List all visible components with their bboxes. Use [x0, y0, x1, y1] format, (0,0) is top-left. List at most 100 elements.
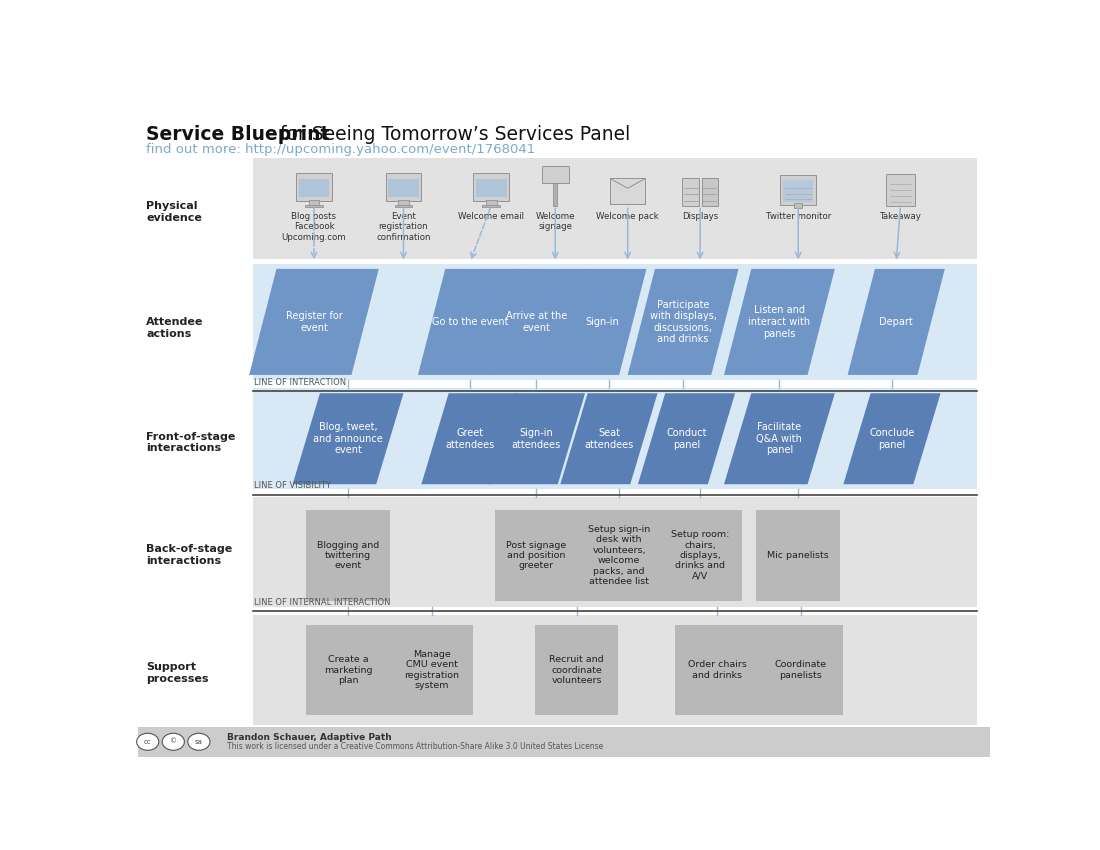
- Text: Listen and
interact with
panels: Listen and interact with panels: [748, 305, 811, 338]
- Text: Attendee
actions: Attendee actions: [146, 317, 204, 338]
- Text: Twitter monitor: Twitter monitor: [766, 212, 830, 221]
- Polygon shape: [848, 269, 945, 375]
- Polygon shape: [421, 394, 518, 484]
- Text: Brandon Schauer, Adaptive Path: Brandon Schauer, Adaptive Path: [227, 733, 392, 742]
- Text: Event
registration
confirmation: Event registration confirmation: [376, 212, 431, 241]
- Text: Setup room:
chairs,
displays,
drinks and
A/V: Setup room: chairs, displays, drinks and…: [671, 530, 729, 581]
- Text: for Seeing Tomorrow’s Services Panel: for Seeing Tomorrow’s Services Panel: [274, 125, 630, 144]
- Text: find out more: http://upcoming.yahoo.com/event/1768041: find out more: http://upcoming.yahoo.com…: [146, 143, 536, 156]
- Text: Welcome
signage: Welcome signage: [536, 212, 575, 231]
- FancyBboxPatch shape: [398, 201, 409, 207]
- Text: Greet
attendees: Greet attendees: [446, 428, 495, 450]
- Text: Support
processes: Support processes: [146, 662, 209, 683]
- Text: Sign-in: Sign-in: [585, 317, 619, 327]
- Text: Seat
attendees: Seat attendees: [584, 428, 634, 450]
- Text: LINE OF VISIBILITY: LINE OF VISIBILITY: [254, 481, 331, 490]
- Polygon shape: [844, 394, 940, 484]
- Text: Blog, tweet,
and announce
event: Blog, tweet, and announce event: [314, 422, 383, 456]
- Text: Blogging and
twittering
event: Blogging and twittering event: [317, 541, 379, 570]
- Text: Facilitate
Q&A with
panel: Facilitate Q&A with panel: [757, 422, 802, 456]
- Polygon shape: [724, 269, 835, 375]
- FancyBboxPatch shape: [305, 205, 323, 207]
- FancyBboxPatch shape: [299, 179, 329, 197]
- FancyBboxPatch shape: [296, 173, 332, 201]
- Text: Welcome pack: Welcome pack: [596, 212, 659, 221]
- Text: Sign-in
attendees: Sign-in attendees: [512, 428, 561, 450]
- Circle shape: [188, 734, 210, 751]
- Text: Back-of-stage
interactions: Back-of-stage interactions: [146, 544, 232, 566]
- Polygon shape: [638, 394, 735, 484]
- Text: Conduct
panel: Conduct panel: [667, 428, 707, 450]
- Text: Setup sign-in
desk with
volunteers,
welcome
packs, and
attendee list: Setup sign-in desk with volunteers, welc…: [588, 525, 650, 586]
- FancyBboxPatch shape: [473, 173, 509, 201]
- Polygon shape: [418, 269, 522, 375]
- FancyBboxPatch shape: [553, 182, 558, 207]
- Text: Depart: Depart: [879, 317, 913, 327]
- FancyBboxPatch shape: [535, 625, 618, 715]
- Polygon shape: [628, 269, 738, 375]
- FancyBboxPatch shape: [757, 510, 840, 601]
- FancyBboxPatch shape: [138, 727, 990, 756]
- FancyBboxPatch shape: [309, 201, 319, 207]
- FancyBboxPatch shape: [253, 157, 977, 259]
- Text: Create a
marketing
plan: Create a marketing plan: [323, 655, 372, 685]
- FancyBboxPatch shape: [675, 625, 759, 715]
- Text: Register for
event: Register for event: [286, 311, 342, 332]
- FancyBboxPatch shape: [887, 174, 915, 207]
- FancyBboxPatch shape: [306, 625, 389, 715]
- Polygon shape: [560, 394, 658, 484]
- Polygon shape: [250, 269, 378, 375]
- Text: Physical
evidence: Physical evidence: [146, 201, 202, 223]
- Text: Post signage
and position
greeter: Post signage and position greeter: [506, 541, 566, 570]
- FancyBboxPatch shape: [253, 497, 977, 607]
- FancyBboxPatch shape: [759, 625, 843, 715]
- FancyBboxPatch shape: [541, 166, 569, 183]
- FancyBboxPatch shape: [486, 201, 496, 207]
- FancyBboxPatch shape: [253, 615, 977, 725]
- Text: LINE OF INTERNAL INTERACTION: LINE OF INTERNAL INTERACTION: [254, 598, 390, 607]
- Text: Go to the event: Go to the event: [431, 317, 508, 327]
- FancyBboxPatch shape: [609, 178, 646, 204]
- FancyBboxPatch shape: [578, 510, 661, 601]
- Text: This work is licensed under a Creative Commons Attribution-Share Alike 3.0 Unite: This work is licensed under a Creative C…: [227, 742, 603, 751]
- Text: cc: cc: [144, 739, 152, 745]
- FancyBboxPatch shape: [476, 179, 507, 197]
- FancyBboxPatch shape: [389, 625, 473, 715]
- Polygon shape: [558, 269, 647, 375]
- Text: Arrive at the
event: Arrive at the event: [506, 311, 568, 332]
- FancyBboxPatch shape: [483, 205, 500, 207]
- Polygon shape: [486, 269, 586, 375]
- Circle shape: [162, 734, 185, 751]
- FancyBboxPatch shape: [388, 179, 419, 197]
- FancyBboxPatch shape: [253, 388, 977, 490]
- FancyBboxPatch shape: [253, 264, 977, 380]
- Text: Blog posts
Facebook
Upcoming.com: Blog posts Facebook Upcoming.com: [282, 212, 346, 241]
- Text: Coordinate
panelists: Coordinate panelists: [774, 660, 827, 680]
- FancyBboxPatch shape: [386, 173, 421, 201]
- FancyBboxPatch shape: [780, 175, 816, 205]
- Text: LINE OF INTERACTION: LINE OF INTERACTION: [254, 377, 346, 387]
- FancyBboxPatch shape: [702, 178, 718, 207]
- Polygon shape: [724, 394, 835, 484]
- Text: Order chairs
and drinks: Order chairs and drinks: [688, 660, 747, 680]
- Text: Mic panelists: Mic panelists: [768, 551, 829, 560]
- Polygon shape: [488, 394, 585, 484]
- Text: Conclude
panel: Conclude panel: [869, 428, 915, 450]
- Circle shape: [136, 734, 158, 751]
- FancyBboxPatch shape: [794, 203, 803, 207]
- Text: Recruit and
coordinate
volunteers: Recruit and coordinate volunteers: [549, 655, 604, 685]
- FancyBboxPatch shape: [306, 510, 389, 601]
- Text: ©: ©: [169, 739, 177, 745]
- Text: sa: sa: [195, 739, 202, 745]
- Text: Manage
CMU event
registration
system: Manage CMU event registration system: [404, 650, 459, 690]
- FancyBboxPatch shape: [395, 205, 412, 207]
- Text: Displays: Displays: [682, 212, 718, 221]
- FancyBboxPatch shape: [495, 510, 579, 601]
- FancyBboxPatch shape: [783, 180, 813, 202]
- Polygon shape: [293, 394, 404, 484]
- Text: Participate
with displays,
discussions,
and drinks: Participate with displays, discussions, …: [650, 299, 716, 344]
- Text: Service Blueprint: Service Blueprint: [146, 125, 329, 144]
- Text: Takeaway: Takeaway: [880, 212, 922, 221]
- FancyBboxPatch shape: [659, 510, 741, 601]
- Text: Welcome email: Welcome email: [459, 212, 525, 221]
